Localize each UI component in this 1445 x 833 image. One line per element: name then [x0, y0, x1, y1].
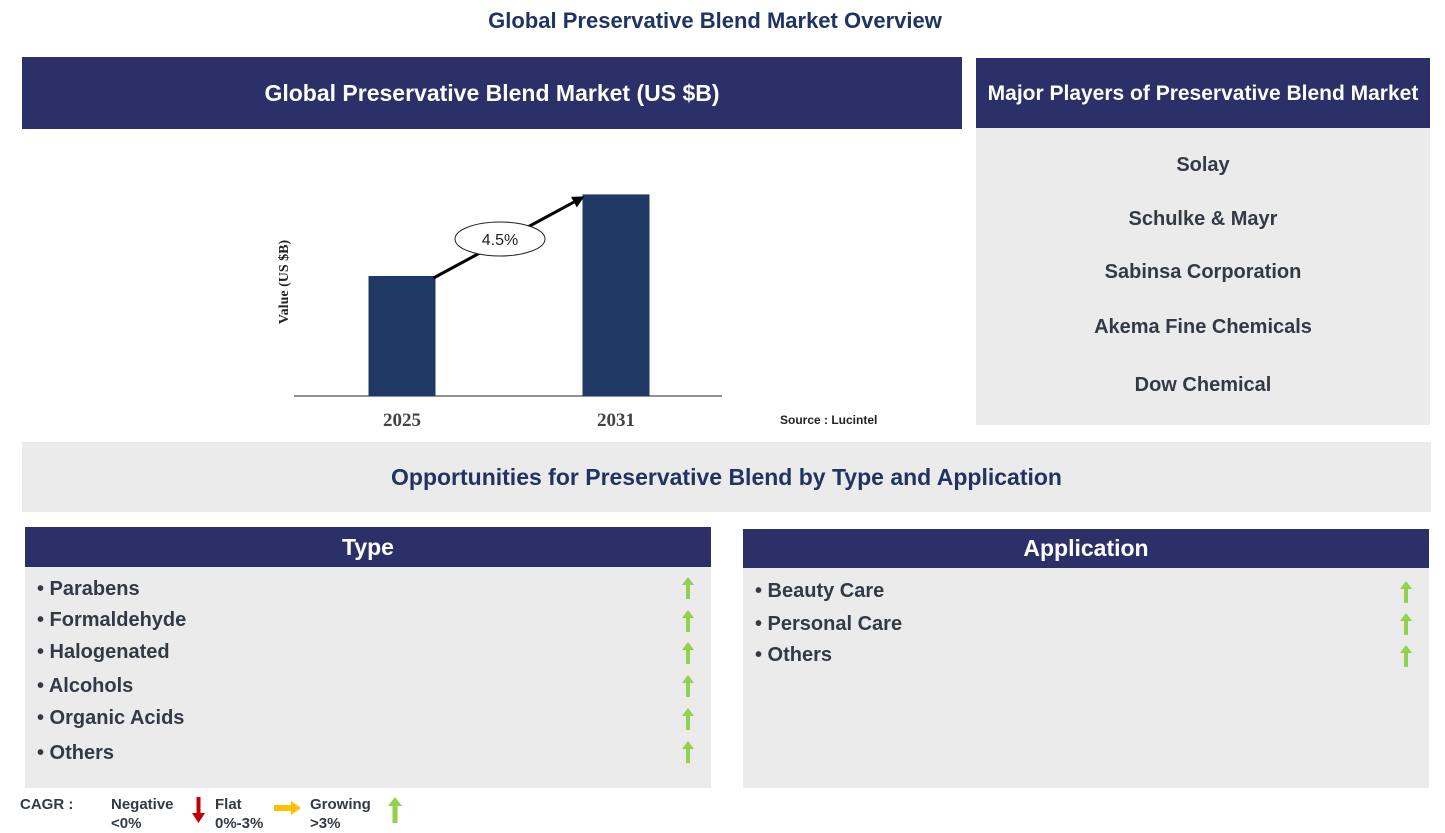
legend-growing-range: >3% — [310, 815, 341, 832]
page-title: Global Preservative Blend Market Overvie… — [488, 8, 942, 33]
down-arrow-icon — [192, 797, 205, 823]
type-item: • Formaldehyde — [37, 609, 187, 631]
cagr-label: 4.5% — [482, 232, 518, 249]
opportunities-heading: Opportunities for Preservative Blend by … — [22, 442, 1431, 512]
up-arrow-icon — [682, 708, 694, 730]
up-arrow-icon — [682, 642, 694, 664]
player-item: Akema Fine Chemicals — [1094, 316, 1312, 338]
players-heading: Major Players of Preservative Blend Mark… — [976, 58, 1430, 128]
up-arrow-icon — [682, 675, 694, 697]
up-arrow-icon — [1400, 645, 1412, 667]
chart-source: Source : Lucintel — [780, 413, 877, 427]
type-item: • Halogenated — [37, 641, 170, 663]
application-item: • Personal Care — [755, 613, 903, 635]
legend-negative-label: Negative — [111, 796, 174, 813]
player-item: Solay — [1176, 154, 1230, 176]
legend-negative-range: <0% — [111, 815, 142, 832]
type-item: • Others — [37, 742, 115, 764]
legend-title: CAGR : — [20, 796, 74, 813]
players-list: Solay Schulke & Mayr Sabinsa Corporation… — [976, 128, 1430, 425]
application-item: • Others — [755, 644, 833, 666]
legend-flat-label: Flat — [215, 796, 242, 813]
cagr-bubble — [454, 221, 546, 257]
x-tick-label: 2025 — [383, 410, 421, 431]
type-item: • Alcohols — [37, 675, 134, 697]
market-bar-chart: Value (US $B) 2025 2031 4.5% Source : Luc… — [277, 194, 877, 431]
legend-growing: Growing >3% — [310, 795, 371, 833]
player-item: Schulke & Mayr — [1128, 208, 1278, 230]
application-item: • Beauty Care — [755, 580, 885, 602]
up-arrow-icon — [682, 741, 694, 763]
up-arrow-icon — [682, 577, 694, 599]
legend-negative: Negative <0% — [111, 795, 174, 833]
x-tick-label: 2031 — [597, 410, 635, 431]
bar-2031 — [582, 194, 650, 396]
player-item: Dow Chemical — [1134, 374, 1272, 396]
right-arrow-icon — [274, 801, 301, 815]
application-list: • Beauty Care • Personal Care • Others — [743, 568, 1429, 788]
market-chart-heading: Global Preservative Blend Market (US $B) — [22, 57, 962, 129]
player-item: Sabinsa Corporation — [1104, 261, 1302, 283]
legend-flat: Flat 0%-3% — [215, 795, 263, 833]
application-heading: Application — [743, 529, 1429, 568]
type-item: • Organic Acids — [37, 707, 185, 729]
growth-arrow-head — [571, 196, 585, 208]
up-arrow-icon — [682, 610, 694, 632]
type-heading: Type — [25, 527, 711, 567]
type-item: • Parabens — [37, 578, 140, 600]
bar-2025 — [368, 276, 436, 396]
y-axis-label: Value (US $B) — [277, 240, 292, 325]
type-list: • Parabens • Formaldehyde • Halogenated … — [25, 567, 711, 788]
legend-flat-range: 0%-3% — [215, 815, 264, 832]
up-arrow-icon — [1400, 581, 1412, 603]
legend-growing-label: Growing — [310, 796, 371, 813]
up-arrow-icon — [1400, 613, 1412, 635]
up-arrow-icon — [388, 797, 402, 823]
